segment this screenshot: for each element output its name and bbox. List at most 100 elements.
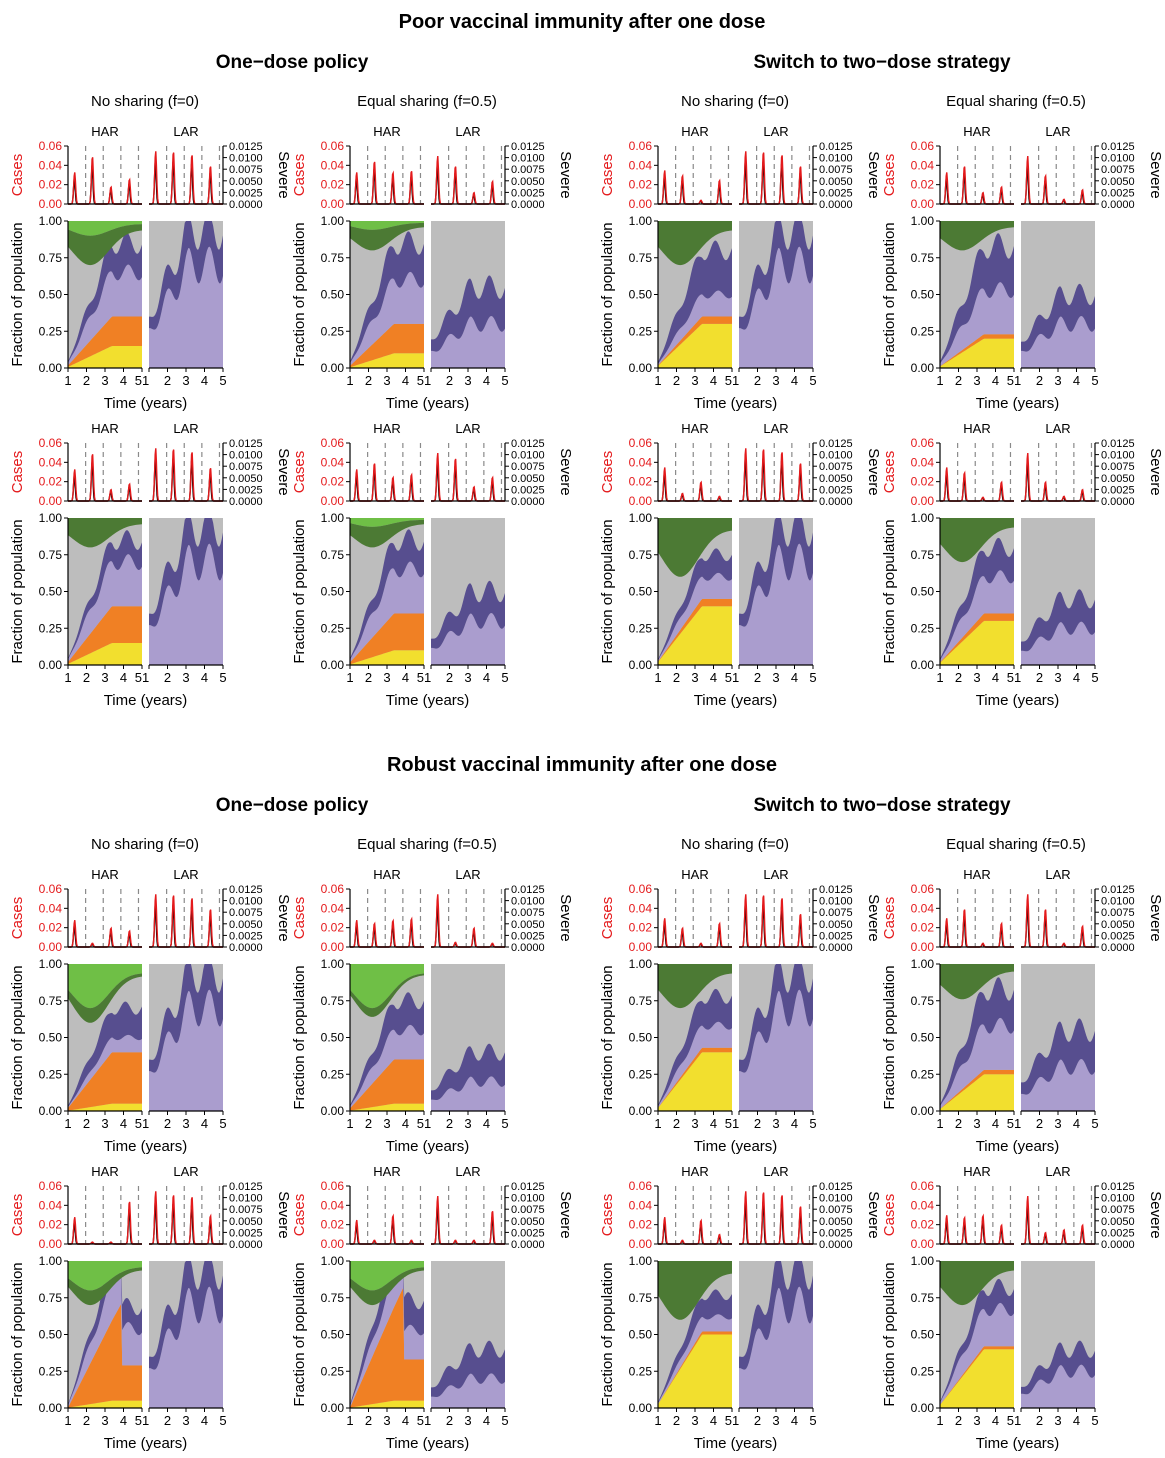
panel-s1-r0-c2-lar-area-dark_purple — [739, 964, 813, 1111]
panel-s0-r0-c1-har-area-orange — [350, 323, 424, 368]
section-title-robust: Robust vaccinal immunity after one dose — [387, 754, 777, 776]
panel-s1-r0-c3-xtick-label: 5 — [1091, 1116, 1098, 1131]
panel-s1-r0-c2-severe-ytick-label: 0.0125 — [819, 884, 853, 896]
panel-s1-r1-c1-cases-ytick-label: 0.04 — [321, 1198, 345, 1212]
panel-s1-r1-c1-xtick-label: 2 — [446, 1413, 453, 1428]
panel-s0-r0-c1-frac-ytick-label: 0.75 — [321, 251, 345, 265]
panel-s1-r0-c1-xtick-label: 4 — [402, 1116, 409, 1131]
panel-s1-r0-c0-strip-har: HAR — [91, 867, 118, 882]
panel-s1-r0-c1-lar-area-dark_purple — [431, 1043, 505, 1111]
panel-s0-r1-c2-har-area-dark_purple — [658, 548, 732, 665]
panel-s1-r1-c1-frac-ytick-label: 0.50 — [321, 1328, 345, 1342]
panel-s0-r1-c1-xtick-label: 4 — [402, 670, 409, 685]
panel-s1-r0-c3-har-area-yellow — [940, 1074, 1014, 1111]
panel-s1-r0-c0-xlabel: Time (years) — [104, 1138, 188, 1155]
panel-s0-r1-c2-har-cases-bg — [658, 443, 732, 501]
panel-s0-r0-c2-cases-ytick-label: 0.00 — [629, 197, 653, 211]
panel-s1-r1-c0-xtick-label: 2 — [164, 1413, 171, 1428]
panel-s1-r0-c0-xtick-label: 4 — [120, 1116, 127, 1131]
panel-s0-r1-c2-strip-har: HAR — [681, 421, 708, 436]
panel-s1-r0-c3-frac-ytick-label: 0.75 — [911, 994, 935, 1008]
panel-s1-r0-c1-frac-ytick-label: 0.75 — [321, 994, 345, 1008]
panel-s1-r1-c1-lar-area-dark_purple — [431, 1340, 505, 1408]
panel-s0-r1-c1-strip-har: HAR — [373, 421, 400, 436]
panel-s0-r0-c1-xtick-label: 2 — [365, 373, 372, 388]
panel-s0-r0-c0-frac-ytick-label: 0.50 — [39, 288, 63, 302]
panel-s1-r1-c3-cases-label: Cases — [881, 1194, 898, 1237]
panel-s0-r1-c3-xtick-label: 2 — [955, 670, 962, 685]
panel-s1-r1-c0-frac-ytick-label: 0.75 — [39, 1291, 63, 1305]
panel-s1-r0-c2-frac-ytick-label: 0.00 — [629, 1104, 653, 1118]
panel-s1-r0-c3-frac-ytick-label: 0.00 — [911, 1104, 935, 1118]
panel-s0-r1-c2-frac-label: Fraction of population — [599, 519, 616, 663]
panel-s0-r1-c1-frac-ytick-label: 0.75 — [321, 548, 345, 562]
panel-s1-r1-c1-severe-ytick-label: 0.0050 — [511, 1216, 545, 1228]
panel-s0-r0-c2-cases-ytick-label: 0.02 — [629, 178, 653, 192]
panel-s1-r1-c2-xtick-label: 2 — [754, 1413, 761, 1428]
panel-s1-r1-c3-severe-label: Severe — [1147, 1191, 1164, 1239]
panel-s1-r0-c3-xtick-label: 51 — [1007, 1116, 1021, 1131]
panel-s0-r0-c1-frac-ytick-label: 0.25 — [321, 324, 345, 338]
panel-s1-r1-c2-severe-ytick-label: 0.0000 — [819, 1239, 853, 1251]
panel-s1-r1-c3-severe-ytick-label: 0.0000 — [1101, 1239, 1135, 1251]
panel-s1-r0-c0-har-area-light_purple — [68, 1034, 142, 1111]
panel-s1-r1-c1-cases-label: Cases — [291, 1194, 308, 1237]
panel-s0-r0-c1-har-area-dark_green — [350, 222, 424, 251]
panel-s1-r0-c3-lar-area-dark_purple — [1021, 1018, 1095, 1111]
panel-s0-r1-c0-xtick-label: 2 — [83, 670, 90, 685]
panel-s1-r0-c0-xtick-label: 1 — [64, 1116, 71, 1131]
panel-s1-r1-c3-cases-ytick-label: 0.06 — [911, 1179, 935, 1193]
panel-s1-r0-c1-severe-ytick-label: 0.0025 — [511, 930, 545, 942]
panel-s0-r0-c0-xtick-label: 5 — [219, 373, 226, 388]
panel-s1-r1-c3-severe-ytick-label: 0.0050 — [1101, 1216, 1135, 1228]
panel-s0-r1-c1-severe-label: Severe — [557, 448, 574, 496]
panel-s1-r0-c0-har-area-orange — [68, 1052, 142, 1111]
panel-s1-r0-c3-xtick-label: 4 — [1073, 1116, 1080, 1131]
panel-s1-r0-c3-severe-ytick-label: 0.0050 — [1101, 919, 1135, 931]
panel-s0-r0-c2-frac-ytick-label: 0.25 — [629, 324, 653, 338]
panel-s0-r1-c1-xtick-label: 2 — [365, 670, 372, 685]
panel-s1-r1-c0-xtick-label: 3 — [182, 1413, 189, 1428]
panel-s1-r0-c2-frac-ytick-label: 0.25 — [629, 1067, 653, 1081]
sharing-title-s0-c2: No sharing (f=0) — [681, 93, 789, 110]
panel-s1-r1-c2-xtick-label: 3 — [772, 1413, 779, 1428]
panel-s1-r0-c0-severe-ytick-label: 0.0050 — [229, 919, 263, 931]
panel-s0-r0-c1-severe-ytick-label: 0.0025 — [511, 187, 545, 199]
panel-s1-r1-c3-xtick-label: 5 — [1091, 1413, 1098, 1428]
panel-s0-r0-c3-frac-ytick-label: 1.00 — [911, 214, 935, 228]
panel-s1-r0-c3-xlabel: Time (years) — [976, 1138, 1060, 1155]
panel-s1-r0-c2-xtick-label: 1 — [654, 1116, 661, 1131]
panel-s0-r1-c2-cases-label: Cases — [599, 451, 616, 494]
panel-s1-r0-c2-har-area-dark_green — [658, 964, 732, 1009]
panel-s1-r1-c0-frac-ytick-label: 0.50 — [39, 1328, 63, 1342]
panel-s1-r0-c1-har-area-orange — [350, 1059, 424, 1111]
panel-s1-r0-c2-har-area-light_purple — [658, 1021, 732, 1111]
panel-s1-r1-c0-frac-label: Fraction of population — [9, 1262, 26, 1406]
panel-s1-r1-c2-cases-label: Cases — [599, 1194, 616, 1237]
section-title-poor: Poor vaccinal immunity after one dose — [399, 11, 766, 33]
panel-s0-r0-c1-strip-har: HAR — [373, 124, 400, 139]
panel-s1-r1-c1-severe-ytick-label: 0.0125 — [511, 1181, 545, 1193]
panel-s1-r0-c3-cases-ytick-label: 0.02 — [911, 921, 935, 935]
panel-s0-r1-c3-lar-area-dark_purple — [1021, 589, 1095, 665]
panel-s0-r0-c0-cases-label: Cases — [9, 154, 26, 197]
panel-s1-r1-c1-xtick-label: 2 — [365, 1413, 372, 1428]
panel-s1-r0-c2-xtick-label: 3 — [691, 1116, 698, 1131]
panel-s1-r0-c1-xtick-label: 4 — [483, 1116, 490, 1131]
panel-s0-r1-c2-xtick-label: 2 — [754, 670, 761, 685]
panel-s1-r0-c3-har-area-light_purple — [940, 1017, 1014, 1111]
panel-s1-r1-c0-severe-label: Severe — [275, 1191, 292, 1239]
panel-s1-r1-c0-frac-ytick-label: 1.00 — [39, 1254, 63, 1268]
panel-s1-r1-c2-frac-ytick-label: 0.75 — [629, 1291, 653, 1305]
panel-s0-r1-c0-xtick-label: 4 — [120, 670, 127, 685]
panel-s0-r0-c2-severe-ytick-label: 0.0025 — [819, 187, 853, 199]
panel-s1-r0-c1-frac-ytick-label: 0.25 — [321, 1067, 345, 1081]
panel-s1-r0-c3-xtick-label: 2 — [1036, 1116, 1043, 1131]
panel-s1-r1-c0-har-area-orange — [68, 1304, 142, 1408]
panel-s1-r0-c3-xtick-label: 3 — [973, 1116, 980, 1131]
